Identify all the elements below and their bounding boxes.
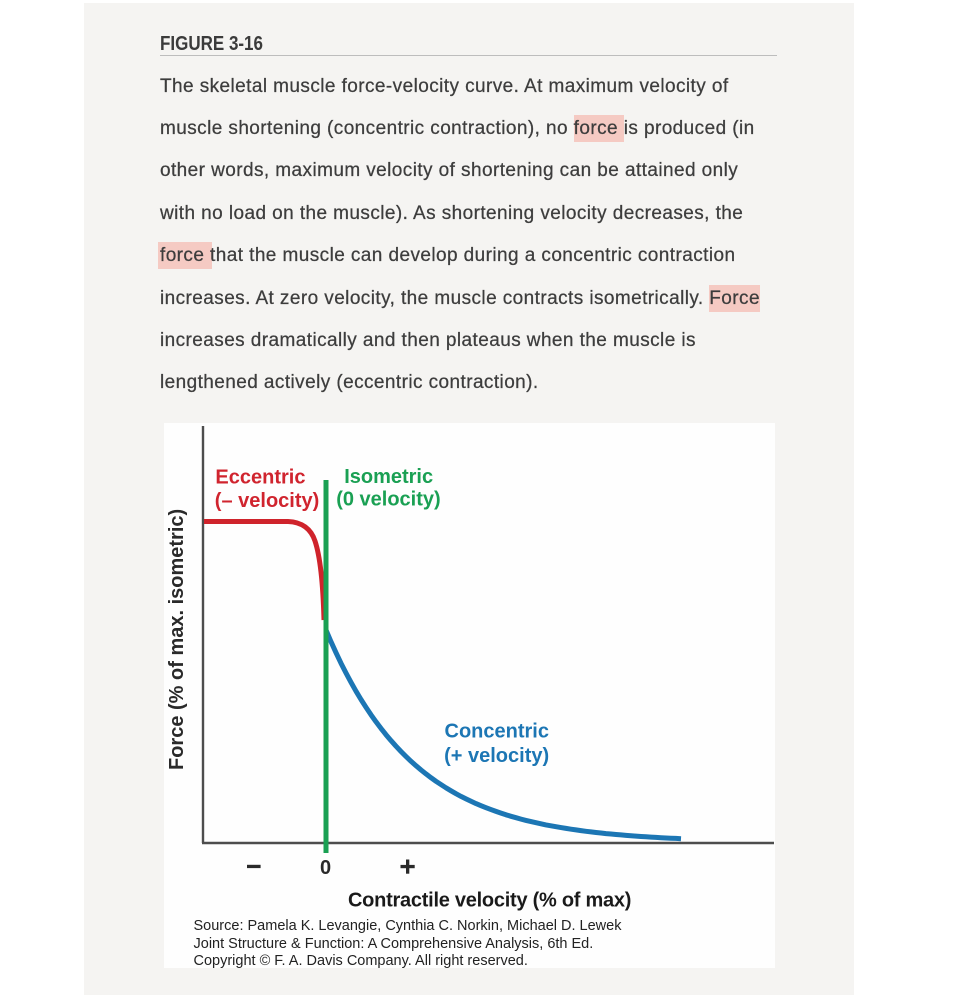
svg-text:(+ velocity): (+ velocity) — [444, 745, 549, 767]
svg-text:Copyright © F. A. Davis Compan: Copyright © F. A. Davis Company. All rig… — [194, 953, 528, 968]
svg-text:Joint Structure & Function: A: Joint Structure & Function: A Comprehens… — [194, 936, 594, 952]
svg-text:Source: Pamela K. Levangie, Cy: Source: Pamela K. Levangie, Cynthia C. N… — [194, 918, 623, 934]
svg-text:Isometric: Isometric — [344, 466, 433, 488]
svg-text:Contractile velocity (% of max: Contractile velocity (% of max) — [348, 890, 631, 912]
svg-text:Force (% of max. isometric): Force (% of max. isometric) — [166, 509, 188, 770]
svg-text:0: 0 — [320, 857, 331, 879]
svg-text:Concentric: Concentric — [445, 721, 549, 743]
svg-text:(– velocity): (– velocity) — [215, 490, 319, 512]
svg-text:Eccentric: Eccentric — [215, 466, 305, 488]
svg-text:(0 velocity): (0 velocity) — [336, 488, 440, 510]
